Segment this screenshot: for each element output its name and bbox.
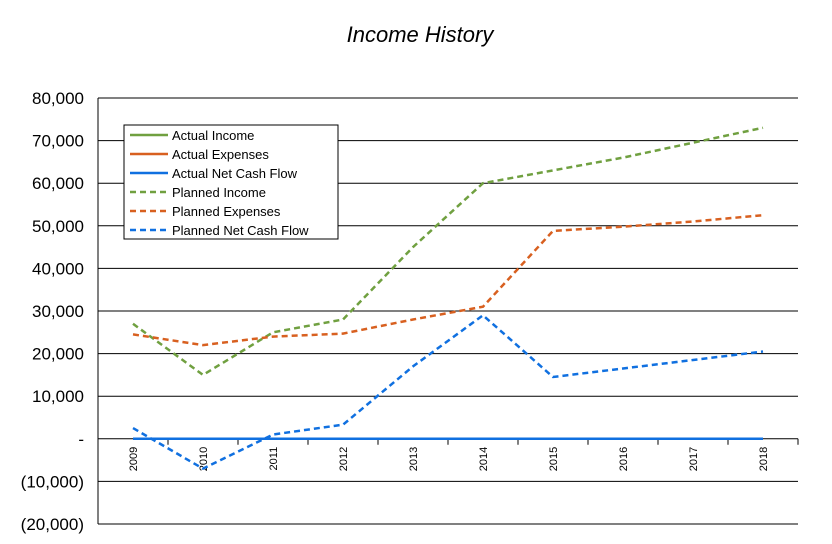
legend-label-4: Planned Expenses: [172, 204, 281, 219]
y-tick-label: 20,000: [32, 345, 84, 364]
x-tick-label-2017: 2017: [688, 447, 700, 471]
legend-label-2: Actual Net Cash Flow: [172, 166, 298, 181]
x-tick-label-2013: 2013: [408, 447, 420, 471]
series-line-3: [132, 126, 764, 377]
y-tick-label: 70,000: [32, 132, 84, 151]
legend-label-0: Actual Income: [172, 128, 254, 143]
y-axis: 80,000 70,000 60,000 50,000 40,000 30,000 20,0…: [21, 89, 99, 534]
x-tick-label-2018: 2018: [758, 447, 770, 471]
x-tick-label-2014: 2014: [478, 447, 490, 471]
x-tick-label-2009: 2009: [128, 447, 140, 471]
legend-label-5: Planned Net Cash Flow: [172, 223, 309, 238]
y-tick-label: 40,000: [32, 259, 84, 278]
y-tick-label: (20,000): [21, 515, 84, 534]
y-tick-label: 80,000: [32, 89, 84, 108]
x-tick-label-2011: 2011: [268, 447, 280, 471]
legend-box: [123, 124, 339, 240]
x-tick-label-2015: 2015: [548, 447, 560, 471]
series-line-5: [132, 313, 764, 471]
y-tick-label: -: [78, 430, 84, 449]
series-line-4: [132, 213, 764, 347]
y-tick-label: 10,000: [32, 387, 84, 406]
y-tick-label: (10,000): [21, 472, 84, 491]
x-tick-label-2016: 2016: [618, 447, 630, 471]
y-tick-label: 50,000: [32, 217, 84, 236]
y-tick-label: 60,000: [32, 174, 84, 193]
legend-label-1: Actual Expenses: [172, 147, 269, 162]
series-lines: [132, 126, 764, 471]
x-tick-label-2012: 2012: [338, 447, 350, 471]
x-tick-label-2010: 2010: [198, 447, 210, 471]
y-tick-label: 30,000: [32, 302, 84, 321]
legend-label-3: Planned Income: [172, 185, 266, 200]
chart-title: Income History: [347, 22, 496, 47]
x-axis: 2009 2010 2011 2012 2013 2014 2015 2016 2017 2018: [97, 438, 799, 471]
legend: Actual Income Actual Expenses Actual Net C…: [123, 124, 339, 240]
